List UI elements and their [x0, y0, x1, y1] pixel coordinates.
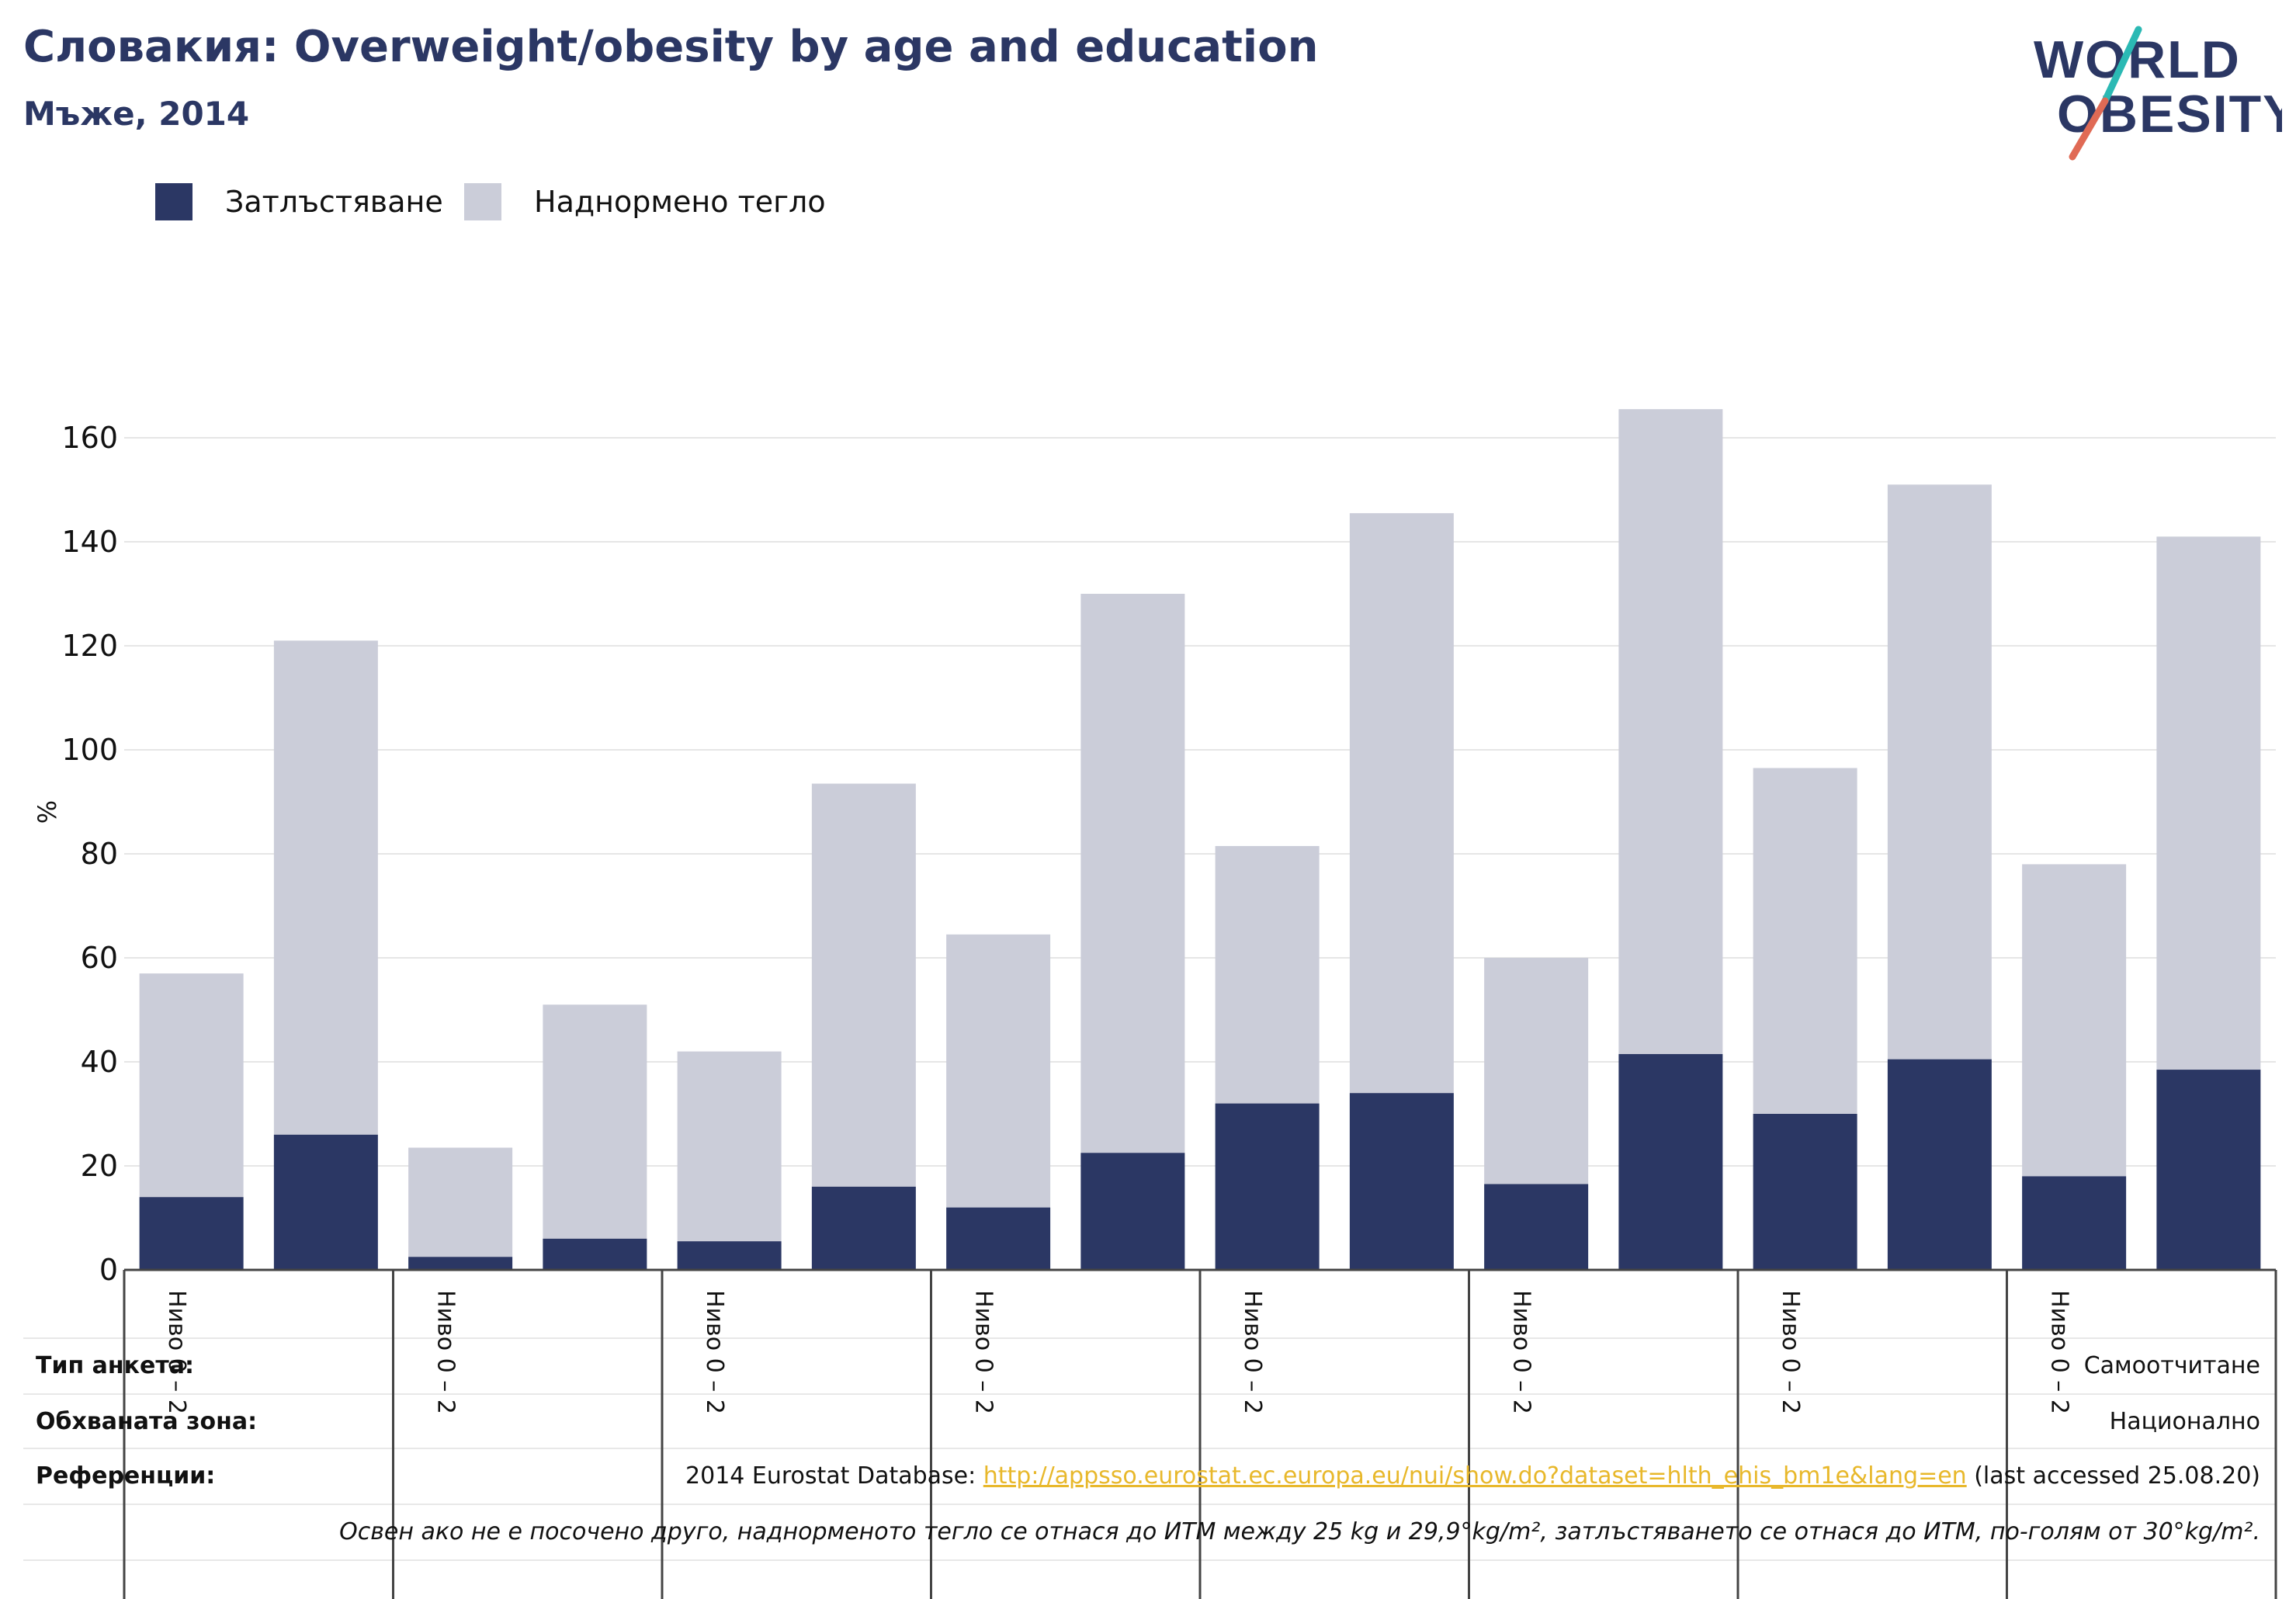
y-tick-label: 160: [61, 421, 118, 455]
bar-overweight: [139, 973, 244, 1198]
world-obesity-logo: WORLD OBESITY: [2034, 26, 2282, 161]
bar-overweight: [1887, 484, 1992, 1060]
definition-note: Освен ако не е посочено друго, наднормен…: [339, 1518, 2260, 1545]
bar-overweight: [1618, 409, 1723, 1054]
bar-obesity: [2156, 1070, 2261, 1270]
bar-overweight: [1349, 513, 1454, 1094]
bar-overweight: [408, 1147, 513, 1257]
bar-obesity: [1753, 1114, 1857, 1270]
y-tick-label: 40: [81, 1045, 118, 1079]
y-tick-label: 60: [81, 941, 118, 975]
bar-overweight: [811, 783, 916, 1187]
chart-title: Словакия: Overweight/obesity by age and …: [23, 22, 1319, 72]
group-label: Ниво 0 – 2: [701, 1290, 728, 1414]
coverage-area-label: Обхваната зона:: [36, 1408, 258, 1435]
legend-item-overweight: Наднормено тегло: [464, 179, 826, 225]
bar-overweight: [2022, 864, 2127, 1177]
y-tick-label: 20: [81, 1149, 118, 1183]
bar-obesity: [1349, 1093, 1454, 1270]
bar-obesity: [1484, 1184, 1589, 1270]
group-label: Ниво 0 – 2: [432, 1290, 460, 1414]
y-tick-label: 120: [61, 629, 118, 663]
survey-type-value: Самоотчитане: [2083, 1352, 2260, 1379]
group-label: Ниво 0 – 2: [970, 1290, 997, 1414]
legend-item-obesity: Затлъстяване: [155, 179, 443, 225]
bar-obesity: [1618, 1053, 1723, 1270]
references-link[interactable]: http://appsso.eurostat.ec.europa.eu/nui/…: [983, 1462, 1967, 1490]
logo-slash-teal: [2101, 26, 2142, 105]
y-tick-label: 140: [61, 525, 118, 559]
group-label: Ниво 0 – 2: [1239, 1290, 1266, 1414]
bar-overweight: [677, 1051, 782, 1242]
chart-subtitle: Мъже, 2014: [23, 95, 250, 133]
bar-obesity: [1215, 1103, 1320, 1270]
legend-label-overweight: Наднормено тегло: [534, 185, 826, 219]
y-axis-label: %: [33, 800, 62, 824]
logo-slash-coral: [2069, 97, 2109, 161]
bar-overweight: [273, 640, 378, 1135]
coverage-area-value: Национално: [2109, 1408, 2260, 1435]
references-suffix: (last accessed 25.08.20): [1966, 1462, 2260, 1490]
bar-obesity: [139, 1197, 244, 1270]
group-label: Ниво 0 – 2: [1508, 1290, 1535, 1414]
bar-obesity: [2022, 1176, 2127, 1270]
bar-overweight: [2156, 536, 2261, 1070]
bar-overweight: [1080, 594, 1185, 1153]
group-label: Ниво 0 – 2: [1777, 1290, 1804, 1414]
bar-obesity: [811, 1186, 916, 1270]
survey-type-label: Тип анкета:: [36, 1352, 194, 1379]
bar-obesity: [677, 1241, 782, 1270]
y-tick-label: 100: [61, 733, 118, 767]
group-label: Ниво 0 – 2: [2046, 1290, 2073, 1414]
bar-obesity: [946, 1207, 1051, 1270]
bar-overweight: [1753, 768, 1857, 1114]
legend-swatch-overweight: [464, 183, 501, 220]
bar-overweight: [946, 934, 1051, 1208]
bar-overweight: [1484, 958, 1589, 1185]
references-value: 2014 Eurostat Database: http://appsso.eu…: [685, 1462, 2260, 1490]
group-label: Ниво 0 – 2: [163, 1290, 190, 1414]
bar-obesity: [273, 1134, 378, 1270]
bar-obesity: [1080, 1153, 1185, 1270]
bar-obesity: [543, 1238, 647, 1270]
bar-obesity: [408, 1257, 513, 1270]
references-prefix: 2014 Eurostat Database:: [685, 1462, 983, 1490]
legend-swatch-obesity: [155, 183, 192, 220]
y-tick-label: 80: [81, 837, 118, 871]
references-label: Референции:: [36, 1462, 216, 1490]
bar-obesity: [1887, 1059, 1992, 1270]
y-tick-label: 0: [99, 1253, 118, 1287]
legend-label-obesity: Затлъстяване: [225, 185, 443, 219]
bar-overweight: [1215, 845, 1320, 1104]
bar-overweight: [543, 1004, 647, 1239]
